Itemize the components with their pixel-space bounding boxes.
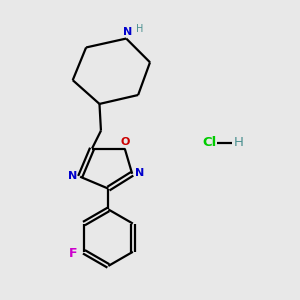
Text: H: H [136, 24, 143, 34]
Text: Cl: Cl [202, 136, 217, 149]
Text: F: F [68, 247, 77, 260]
Text: N: N [135, 168, 144, 178]
Text: N: N [68, 171, 77, 181]
Text: O: O [120, 137, 129, 147]
Text: H: H [234, 136, 244, 149]
Text: N: N [123, 27, 132, 37]
